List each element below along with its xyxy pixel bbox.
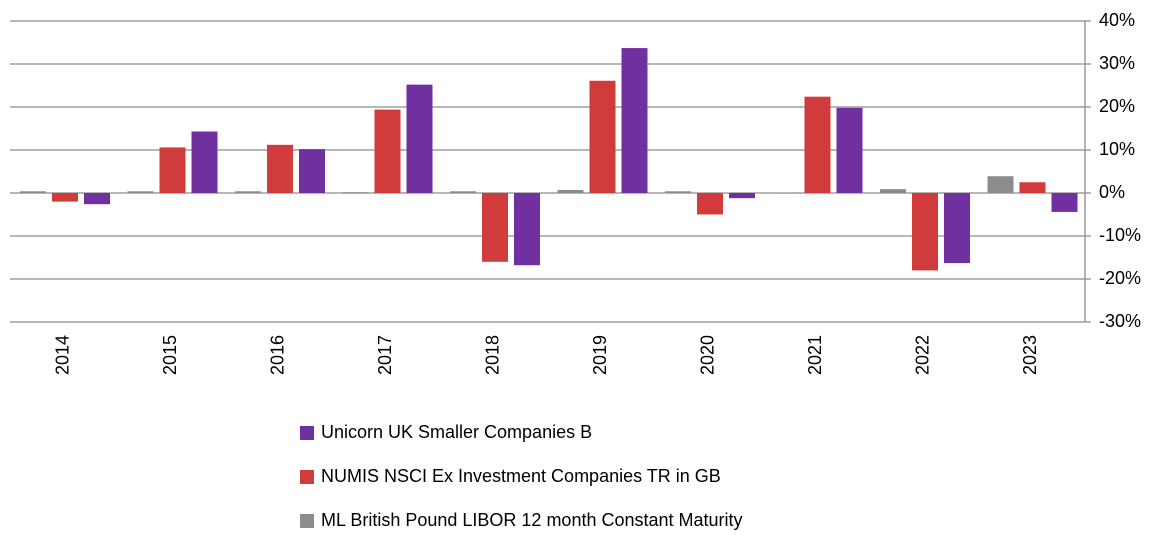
bar: [665, 191, 691, 193]
bar: [729, 193, 755, 199]
x-tick-label: 2018: [483, 335, 503, 375]
x-tick-label: 2022: [913, 335, 933, 375]
y-tick-label: 30%: [1099, 53, 1135, 73]
x-tick-label: 2019: [590, 335, 610, 375]
bar: [514, 193, 540, 266]
bar: [299, 149, 325, 193]
bar: [1051, 193, 1078, 212]
bar: [804, 96, 831, 193]
y-tick-label: -10%: [1099, 225, 1141, 245]
bar: [621, 48, 648, 194]
bar: [697, 193, 723, 215]
x-tick-label: 2014: [53, 335, 73, 375]
x-tick-label: 2016: [268, 335, 288, 375]
y-tick-label: 40%: [1099, 10, 1135, 30]
bar: [191, 131, 218, 193]
bar: [589, 80, 616, 193]
bar: [342, 192, 369, 194]
legend-label: NUMIS NSCI Ex Investment Companies TR in…: [321, 466, 721, 486]
y-tick-label: 20%: [1099, 96, 1135, 116]
y-tick-label: 10%: [1099, 139, 1135, 159]
bar: [267, 144, 293, 193]
bar: [20, 191, 46, 193]
y-tick-label: -30%: [1099, 311, 1141, 331]
bar: [987, 176, 1014, 193]
legend-marker: [300, 470, 314, 484]
x-tick-label: 2015: [160, 335, 180, 375]
bar: [159, 147, 186, 193]
bar: [127, 191, 154, 193]
bar: [374, 109, 401, 193]
bar: [880, 189, 906, 193]
x-tick-label: 2020: [698, 335, 718, 375]
bar: [52, 193, 78, 202]
legend-label: Unicorn UK Smaller Companies B: [321, 422, 592, 442]
legend-marker: [300, 426, 314, 440]
bar: [84, 193, 110, 205]
legend-label: ML British Pound LIBOR 12 month Constant…: [321, 510, 743, 530]
bar: [772, 192, 799, 194]
legend-marker: [300, 514, 314, 528]
bar: [450, 191, 476, 193]
bar: [836, 107, 863, 193]
bar: [482, 193, 508, 262]
bar: [1019, 182, 1046, 193]
x-tick-label: 2021: [805, 335, 825, 375]
y-tick-label: 0%: [1099, 182, 1125, 202]
bar: [912, 193, 938, 271]
y-tick-label: -20%: [1099, 268, 1141, 288]
bar: [406, 84, 433, 193]
x-tick-label: 2023: [1020, 335, 1040, 375]
bar: [235, 191, 261, 193]
bar: [944, 193, 970, 264]
x-tick-label: 2017: [375, 335, 395, 375]
bar: [557, 189, 584, 193]
